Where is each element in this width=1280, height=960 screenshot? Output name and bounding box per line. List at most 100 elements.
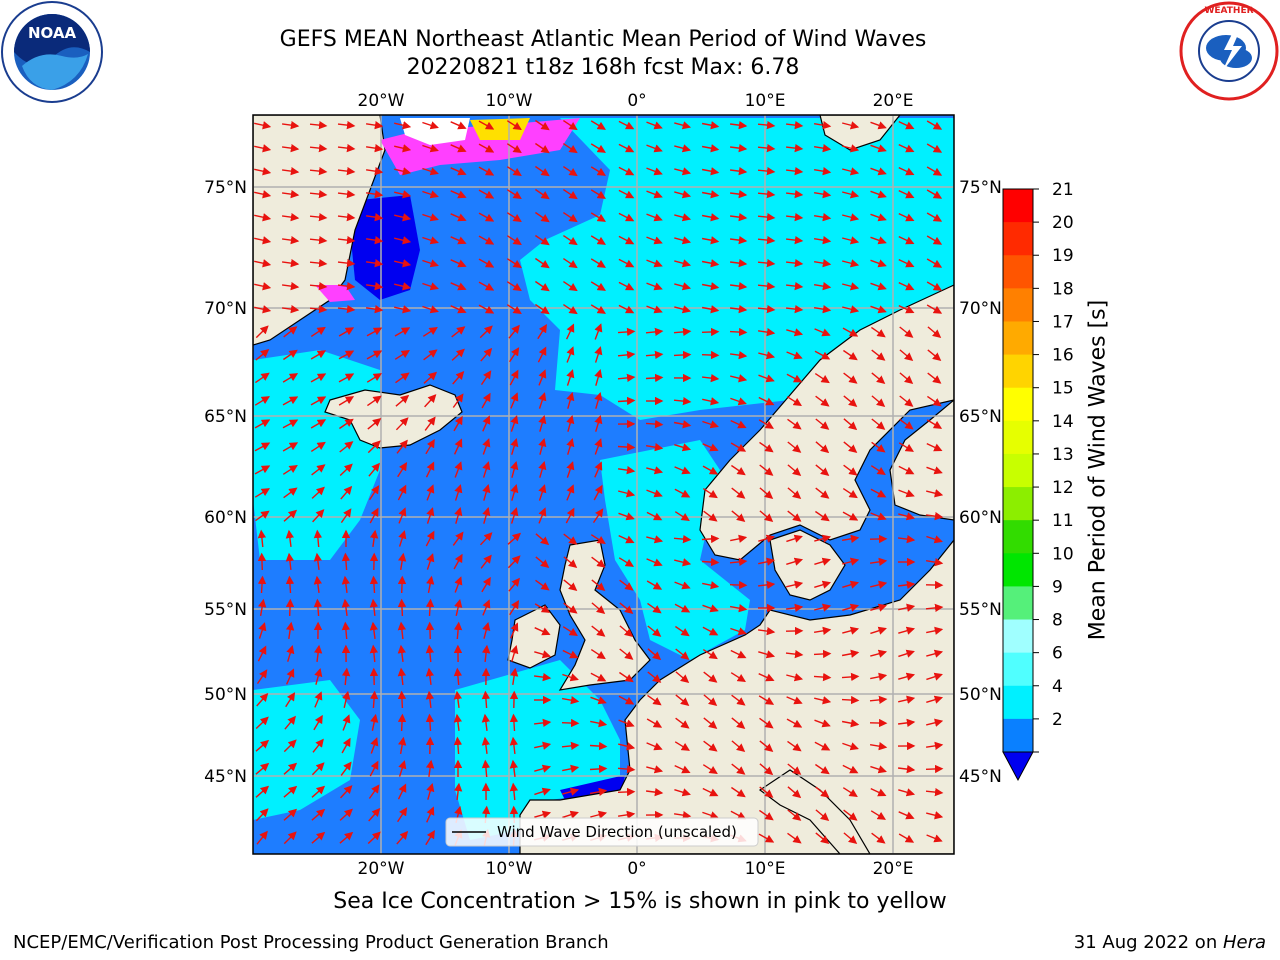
colorbar-swatch [1003, 619, 1033, 654]
wave-direction-arrow [757, 327, 776, 337]
wave-direction-arrow [870, 765, 887, 774]
wave-direction-arrow [255, 785, 270, 798]
wave-direction-arrow [594, 368, 603, 386]
wave-direction-arrow [646, 190, 663, 199]
colorbar-tick-label: 11 [1052, 511, 1074, 531]
wave-direction-arrow [841, 719, 860, 728]
wave-direction-arrow [506, 304, 522, 315]
wave-direction-arrow [562, 787, 580, 796]
wave-direction-arrow [309, 143, 328, 153]
wave-direction-arrow [646, 489, 663, 498]
wave-direction-arrow [843, 349, 858, 361]
wave-direction-arrow [674, 190, 692, 199]
wave-direction-arrow [703, 671, 718, 683]
wave-direction-arrow [898, 603, 916, 612]
colorbar-swatch [1003, 255, 1033, 289]
wave-direction-arrow [870, 603, 888, 612]
wave-direction-arrow [367, 831, 381, 845]
wave-direction-arrow [925, 741, 944, 751]
wave-direction-arrow [257, 645, 267, 662]
wave-direction-arrow [645, 443, 664, 452]
wave-direction-arrow [369, 529, 379, 547]
colorbar-label: Mean Period of Wind Waves [s] [1085, 299, 1111, 641]
wave-direction-arrow [451, 348, 465, 361]
wave-direction-arrow [926, 212, 943, 222]
wave-direction-arrow [538, 392, 547, 409]
wave-direction-arrow [674, 213, 692, 222]
wave-direction-arrow [842, 213, 860, 222]
wave-direction-arrow [786, 603, 804, 613]
wave-direction-arrow [590, 143, 606, 153]
lon-label-bottom: 20°W [358, 859, 405, 879]
wave-direction-arrow [563, 579, 578, 591]
wave-direction-arrow [646, 259, 663, 268]
wave-direction-arrow [398, 507, 407, 524]
wave-direction-arrow [397, 807, 408, 823]
wave-direction-arrow [759, 740, 774, 752]
colorbar: 21 20 19 18 17 16 15 14 13 12 11 10 9 8 6 4 2 [1002, 180, 1074, 782]
wave-direction-arrow [594, 391, 603, 409]
wave-direction-arrow [339, 785, 353, 799]
wave-direction-arrow [646, 580, 663, 590]
wave-direction-arrow [509, 667, 519, 686]
colorbar-tick-label: 4 [1052, 677, 1063, 697]
wave-direction-arrow [702, 649, 718, 660]
wave-direction-arrow [871, 395, 886, 407]
wave-direction-arrow [479, 532, 493, 546]
wave-direction-arrow [898, 788, 916, 797]
wave-direction-arrow [254, 213, 272, 222]
wave-direction-arrow [787, 763, 802, 775]
wave-direction-arrow [730, 304, 748, 314]
wave-direction-arrow [898, 489, 915, 498]
wave-direction-arrow [394, 236, 412, 245]
wave-direction-arrow [703, 510, 718, 522]
wave-direction-arrow [870, 305, 887, 314]
wave-direction-arrow [562, 810, 579, 819]
wave-direction-arrow [257, 552, 267, 571]
lat-label-right: 45°N [959, 767, 1002, 787]
wave-direction-arrow [703, 717, 718, 729]
wave-direction-arrow [703, 694, 718, 706]
wave-direction-arrow [337, 281, 356, 291]
lat-label-left: 65°N [204, 407, 247, 427]
wave-direction-arrow [365, 258, 384, 268]
wave-direction-arrow [506, 281, 522, 292]
wave-direction-arrow [422, 121, 439, 130]
wave-direction-arrow [898, 120, 915, 130]
wave-direction-arrow [787, 510, 802, 522]
wave-direction-arrow [478, 235, 495, 245]
wave-direction-arrow [313, 552, 323, 570]
wave-direction-arrow [870, 190, 887, 199]
wave-direction-arrow [702, 626, 719, 636]
wave-direction-arrow [898, 833, 915, 843]
wave-direction-arrow [561, 718, 580, 728]
wave-direction-arrow [285, 575, 295, 594]
wave-direction-arrow [534, 787, 551, 796]
wave-direction-arrow [538, 507, 547, 524]
wave-direction-arrow [452, 370, 465, 385]
wave-direction-arrow [507, 555, 521, 569]
wave-direction-arrow [701, 534, 720, 544]
wave-direction-arrow [786, 258, 804, 268]
wave-direction-arrow [618, 489, 636, 498]
wave-direction-arrow [282, 373, 299, 383]
wave-direction-arrow [422, 190, 439, 199]
wave-direction-arrow [702, 397, 720, 406]
wave-direction-arrow [757, 120, 776, 130]
wave-direction-arrow [731, 510, 746, 522]
wave-direction-arrow [507, 532, 522, 545]
wave-direction-arrow [534, 810, 552, 819]
wave-direction-arrow [478, 120, 495, 130]
wave-direction-arrow [926, 235, 943, 245]
wave-direction-arrow [843, 809, 858, 821]
wave-direction-arrow [843, 464, 858, 476]
wave-direction-arrow [673, 420, 692, 429]
wave-direction-arrow [758, 833, 775, 843]
wave-direction-arrow [309, 304, 328, 314]
wave-direction-arrow [394, 144, 412, 153]
wave-direction-arrow [786, 580, 804, 589]
wave-direction-arrow [254, 282, 272, 291]
wave-direction-arrow [646, 787, 664, 797]
wave-direction-arrow [786, 143, 804, 153]
wave-direction-arrow [254, 121, 272, 130]
